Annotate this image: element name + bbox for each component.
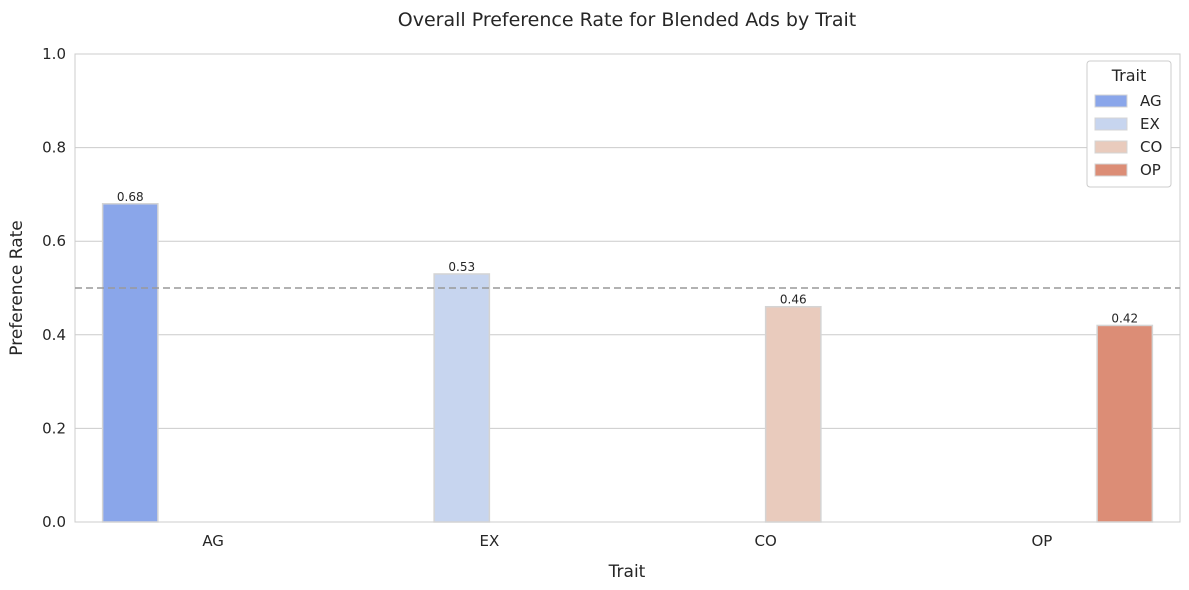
bar-AG	[101, 203, 159, 523]
bar-value-label: 0.68	[117, 190, 144, 204]
legend: Trait AG EX CO OP	[1086, 60, 1172, 188]
plot-area: 0.68 0.53 0.46 0.42	[74, 53, 1181, 523]
bar-CO	[764, 305, 822, 523]
bars-group	[101, 203, 1154, 523]
gridlines	[75, 147, 1180, 429]
bar-labels-group: 0.68 0.53 0.46 0.42	[117, 190, 1138, 326]
legend-swatch	[1094, 140, 1128, 154]
legend-swatch	[1094, 117, 1128, 131]
chart-title: Overall Preference Rate for Blended Ads …	[398, 9, 857, 31]
x-tick-label: CO	[754, 532, 776, 550]
legend-label: OP	[1140, 161, 1161, 179]
x-axis-ticks: AG EX CO OP	[202, 532, 1052, 550]
y-tick-label: 0.6	[42, 232, 66, 250]
legend-label: CO	[1140, 138, 1162, 156]
legend-title: Trait	[1111, 66, 1147, 85]
y-axis-ticks: 0.0 0.2 0.4 0.6 0.8 1.0	[42, 45, 66, 531]
bar-EX	[433, 273, 491, 523]
x-tick-label: AG	[202, 532, 224, 550]
x-axis-label: Trait	[608, 562, 646, 582]
legend-swatch	[1094, 163, 1128, 177]
x-tick-label: EX	[479, 532, 499, 550]
bar-value-label: 0.53	[448, 260, 475, 274]
y-tick-label: 0.8	[42, 139, 66, 157]
y-axis-label: Preference Rate	[7, 220, 27, 356]
x-tick-label: OP	[1031, 532, 1052, 550]
legend-label: AG	[1140, 92, 1162, 110]
legend-swatch	[1094, 94, 1128, 108]
bar-OP	[1096, 324, 1154, 523]
bar-value-label: 0.42	[1111, 311, 1138, 325]
y-tick-label: 0.4	[42, 326, 66, 344]
legend-box	[1086, 60, 1172, 188]
y-tick-label: 0.0	[42, 513, 66, 531]
legend-label: EX	[1140, 115, 1160, 133]
y-tick-label: 0.2	[42, 419, 66, 437]
bar-value-label: 0.46	[780, 293, 807, 307]
y-tick-label: 1.0	[42, 45, 66, 63]
legend-items: AG EX CO OP	[1094, 92, 1162, 179]
